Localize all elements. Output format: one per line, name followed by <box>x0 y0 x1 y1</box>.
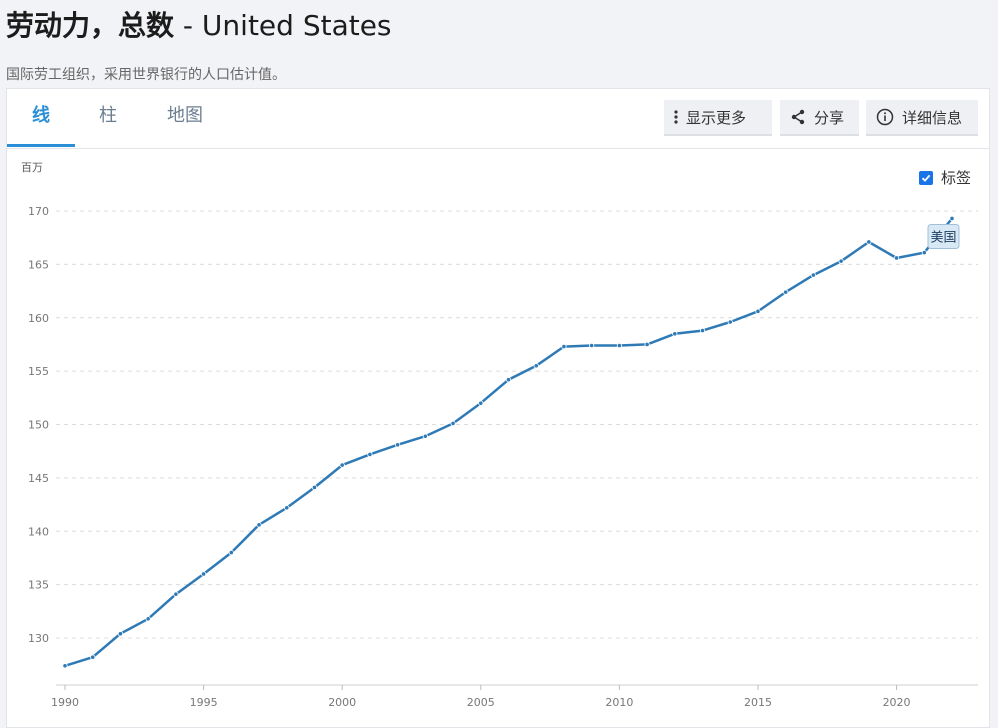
label-toggle[interactable]: 标签 <box>919 167 971 188</box>
data-point[interactable] <box>228 549 234 556</box>
x-tick-label: 1990 <box>51 696 79 709</box>
y-tick-label: 160 <box>28 312 49 325</box>
data-point[interactable] <box>339 462 345 468</box>
y-tick-label: 170 <box>28 205 49 218</box>
data-point[interactable] <box>478 400 484 406</box>
data-point[interactable] <box>589 342 595 349</box>
data-point[interactable] <box>949 215 955 222</box>
data-point[interactable] <box>561 343 567 350</box>
details-label: 详细信息 <box>902 108 963 127</box>
data-point[interactable] <box>145 616 151 622</box>
tab-map[interactable]: 地图 <box>167 105 203 126</box>
title-main: 劳动力，总数 <box>6 9 175 42</box>
data-point[interactable] <box>395 442 401 448</box>
y-tick-label: 155 <box>28 365 49 378</box>
data-point[interactable] <box>699 327 706 334</box>
data-point[interactable] <box>200 571 207 577</box>
label-checkbox[interactable] <box>919 170 933 185</box>
series-end-label: 美国 <box>927 223 960 249</box>
y-tick-label: 140 <box>28 525 49 538</box>
data-point[interactable] <box>866 239 872 245</box>
y-tick-label: 135 <box>28 579 49 592</box>
data-point[interactable] <box>727 319 733 325</box>
share-icon <box>790 109 806 125</box>
series-label-box <box>927 223 960 249</box>
y-tick-label: 130 <box>28 632 49 645</box>
data-point[interactable] <box>450 420 456 427</box>
data-point[interactable] <box>367 451 373 457</box>
data-point[interactable] <box>90 654 96 660</box>
vertical-dots-icon <box>674 110 678 124</box>
x-tick-label: 2020 <box>883 696 911 709</box>
x-tick-label: 1995 <box>190 696 218 709</box>
data-point[interactable] <box>256 522 262 528</box>
share-label: 分享 <box>814 108 845 127</box>
page-title: 劳动力，总数 - United States <box>6 4 392 44</box>
data-point[interactable] <box>533 363 539 369</box>
y-tick-label: 165 <box>28 258 49 271</box>
data-point[interactable] <box>284 505 290 511</box>
label-toggle-text: 标签 <box>941 169 972 187</box>
data-point[interactable] <box>505 377 512 383</box>
x-tick-label: 2015 <box>744 696 772 709</box>
details-button[interactable]: 详细信息 <box>866 100 978 136</box>
data-point[interactable] <box>311 484 318 491</box>
share-button[interactable]: 分享 <box>780 100 859 136</box>
x-tick-label: 2010 <box>605 696 633 709</box>
data-point[interactable] <box>117 631 124 637</box>
y-tick-label: 150 <box>28 419 49 432</box>
data-point[interactable] <box>838 258 844 264</box>
x-tick-label: 2000 <box>328 696 356 709</box>
series-line-united-states <box>64 217 953 667</box>
data-point[interactable] <box>921 250 927 256</box>
tab-bar: 线 柱 地图 显示更多 分享 详细信息 <box>7 89 989 149</box>
tab-bar-chart[interactable]: 柱 <box>99 105 117 126</box>
show-more-button[interactable]: 显示更多 <box>664 100 772 136</box>
series-label-text: 美国 <box>930 230 956 245</box>
data-point[interactable] <box>783 289 789 295</box>
y-axis-unit: 百万 <box>21 161 43 174</box>
data-point[interactable] <box>616 342 622 349</box>
info-circle-icon <box>876 108 894 126</box>
tab-line[interactable]: 线 <box>7 89 75 147</box>
data-point[interactable] <box>672 331 678 337</box>
data-point[interactable] <box>644 341 650 348</box>
data-point[interactable] <box>755 308 761 314</box>
x-tick-label: 2005 <box>467 696 495 709</box>
data-point[interactable] <box>62 663 68 669</box>
data-point[interactable] <box>810 272 817 278</box>
data-point[interactable] <box>173 591 179 597</box>
show-more-label: 显示更多 <box>686 108 747 127</box>
chart-card: 线 柱 地图 显示更多 分享 详细信息 标签 <box>6 88 990 728</box>
title-country: - United States <box>174 9 392 42</box>
data-point[interactable] <box>422 433 428 439</box>
data-point[interactable] <box>893 255 900 261</box>
source-note: 国际劳工组织，采用世界银行的人口估计值。 <box>6 67 286 83</box>
y-tick-label: 145 <box>28 472 49 485</box>
